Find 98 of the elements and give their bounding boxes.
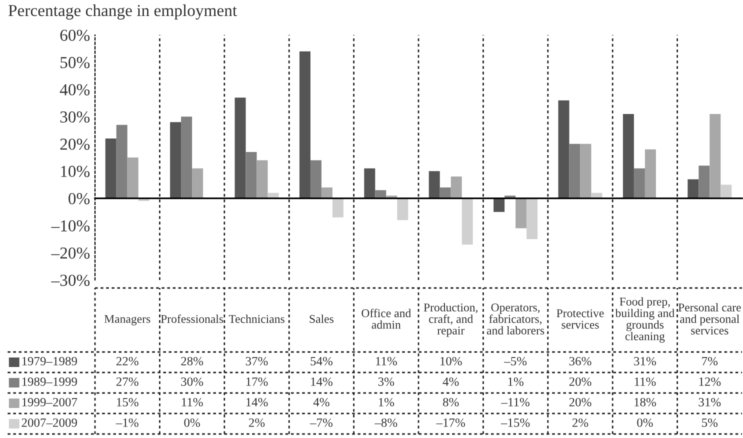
data-label: –15%: [500, 418, 530, 427]
chart-title: Percentage change in employment: [8, 4, 237, 20]
y-tick-label: 20%: [60, 138, 90, 150]
bar: [440, 187, 451, 198]
bar: [234, 98, 246, 198]
data-label: 1%: [378, 398, 394, 406]
bar: [634, 168, 645, 198]
bar: [375, 190, 386, 198]
bar: [516, 198, 527, 228]
bar: [450, 176, 462, 198]
data-label: 5%: [702, 418, 718, 427]
data-label: 7%: [702, 356, 718, 366]
data-label: 22%: [116, 356, 138, 366]
data-label: –1%: [116, 418, 138, 427]
data-label: 3%: [378, 377, 394, 386]
data-label: 11%: [182, 398, 203, 406]
data-label: –17%: [436, 418, 466, 427]
data-label: –7%: [310, 418, 332, 427]
bar: [127, 158, 138, 198]
y-tick-label: 60%: [60, 30, 90, 41]
bar: [192, 168, 204, 198]
x-tick-label: Production, craft, and repair: [424, 303, 478, 337]
y-tick-label: 0%: [68, 193, 90, 204]
data-label: 20%: [569, 398, 592, 406]
bar: [332, 198, 344, 218]
y-tick-label: –30%: [51, 274, 90, 286]
y-tick-label: 50%: [60, 56, 90, 68]
data-label: 20%: [569, 377, 592, 386]
data-label: 11%: [634, 377, 656, 386]
data-label: 11%: [376, 356, 397, 366]
data-label: 0%: [637, 418, 653, 427]
bar: [644, 149, 656, 198]
bar: [116, 124, 128, 198]
data-label: 27%: [116, 377, 138, 386]
bar: [364, 168, 376, 198]
data-label: –5%: [504, 356, 527, 366]
bar: [698, 166, 710, 198]
data-label: 10%: [440, 356, 462, 366]
bar: [558, 100, 570, 198]
data-label: 2%: [248, 418, 265, 427]
x-tick-label: Managers: [104, 315, 150, 326]
data-label: 2%: [572, 418, 588, 427]
data-label: 15%: [116, 398, 138, 406]
bar: [526, 198, 538, 240]
bar: [170, 122, 182, 198]
legend-label: 1989–1999: [22, 377, 77, 386]
data-label: 37%: [246, 356, 268, 366]
data-label: 31%: [634, 356, 656, 366]
x-tick-label: Protective services: [556, 309, 604, 329]
data-label: 36%: [569, 356, 592, 366]
data-label: –11%: [501, 398, 530, 406]
bar: [710, 114, 721, 198]
x-tick-label: Food prep, building and grounds cleaning: [615, 297, 674, 343]
bar: [299, 51, 310, 198]
bar: [397, 198, 408, 220]
bar: [569, 144, 580, 198]
data-label: 54%: [310, 356, 332, 366]
data-label: 28%: [181, 356, 204, 366]
y-tick-label: 30%: [60, 111, 90, 123]
data-label: 4%: [313, 398, 330, 406]
data-label: 12%: [699, 377, 721, 386]
x-tick-label: Sales: [310, 314, 334, 323]
y-tick-label: –20%: [51, 247, 90, 259]
data-label: 8%: [442, 398, 459, 406]
bar: [321, 187, 332, 198]
data-label: 30%: [181, 377, 204, 386]
y-tick-label: 40%: [60, 84, 90, 96]
data-label: –8%: [374, 418, 398, 427]
x-tick-label: Technicians: [228, 314, 284, 323]
x-tick-label: Office and admin: [362, 308, 411, 329]
data-label: 14%: [246, 398, 268, 406]
bar: [462, 198, 473, 245]
y-tick-label: 10%: [61, 166, 90, 178]
legend-label: 2007–2009: [22, 418, 77, 427]
data-label: 0%: [184, 418, 200, 427]
data-label: 18%: [634, 398, 656, 406]
data-label: 17%: [246, 377, 268, 386]
x-tick-label: Operators, fabricators, and laborers: [486, 303, 544, 334]
bar: [246, 152, 257, 198]
bar: [622, 114, 634, 198]
bar: [580, 144, 592, 198]
data-label: 1%: [508, 377, 524, 386]
data-label: 4%: [442, 377, 459, 386]
legend-label: 1979–1989: [22, 356, 77, 366]
legend-label: 1999–2007: [22, 398, 78, 406]
bar: [256, 160, 268, 198]
bar: [310, 160, 322, 198]
data-label: 31%: [698, 398, 721, 406]
bar: [181, 116, 192, 198]
bar: [428, 171, 440, 198]
data-label: 14%: [311, 377, 332, 386]
y-tick-label: –10%: [51, 220, 90, 232]
x-tick-label: Professionals: [160, 314, 224, 323]
bar: [105, 138, 116, 198]
bar: [720, 184, 732, 198]
x-tick-label: Personal care and personal services: [678, 303, 741, 334]
bar: [688, 179, 699, 198]
bar: [494, 198, 505, 212]
